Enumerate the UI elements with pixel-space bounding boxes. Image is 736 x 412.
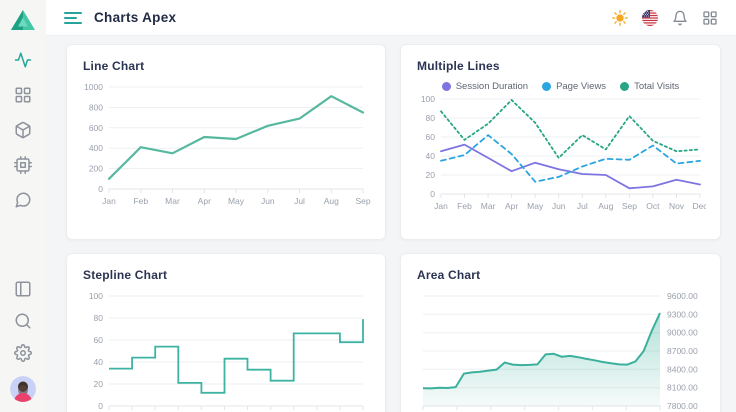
sidebar-footer	[10, 280, 36, 402]
svg-text:Jan: Jan	[102, 196, 116, 206]
multiple-lines-card: Multiple Lines Session Duration Page Vie…	[400, 44, 721, 240]
chart-legend: Session Duration Page Views Total Visits	[417, 81, 704, 92]
svg-text:Apr: Apr	[198, 196, 211, 206]
svg-text:Jun: Jun	[552, 201, 566, 211]
svg-text:Aug: Aug	[324, 196, 339, 206]
svg-text:400: 400	[89, 143, 103, 153]
svg-text:May: May	[228, 196, 245, 206]
svg-text:Apr: Apr	[505, 201, 518, 211]
legend-item-page-views[interactable]: Page Views	[542, 81, 606, 92]
legend-label: Session Duration	[455, 81, 529, 92]
legend-label: Total Visits	[634, 81, 680, 92]
stepline-chart-card: Stepline Chart 0 20 40 60 80 100	[66, 253, 386, 412]
svg-text:60: 60	[94, 335, 104, 345]
card-title-line-chart: Line Chart	[83, 59, 145, 73]
apps-grid-icon[interactable]	[702, 10, 718, 26]
svg-text:100: 100	[421, 94, 435, 104]
legend-dot-green	[620, 82, 630, 91]
area-chart-card: Area Chart 7800.00 8100.00 8400.00 8700.00 9…	[400, 253, 721, 412]
svg-text:Jun: Jun	[261, 196, 275, 206]
svg-text:Jan: Jan	[434, 201, 448, 211]
svg-text:100: 100	[89, 291, 103, 301]
svg-text:7800.00: 7800.00	[667, 401, 698, 411]
svg-text:Sep: Sep	[622, 201, 637, 211]
svg-text:Nov: Nov	[669, 201, 685, 211]
card-title-multiple-lines: Multiple Lines	[417, 59, 500, 73]
search-icon[interactable]	[14, 312, 32, 330]
svg-text:800: 800	[89, 102, 103, 112]
card-title-area-chart: Area Chart	[417, 268, 481, 282]
svg-text:200: 200	[89, 164, 103, 174]
activity-icon[interactable]	[14, 51, 32, 69]
charts-grid: Line Chart 0 200 400 600 800 1000 Jan Feb Mar Apr…	[46, 36, 736, 412]
chat-bubble-icon[interactable]	[14, 191, 32, 209]
topbar: Charts Apex	[46, 0, 736, 36]
multiple-lines-chart: 0 20 40 60 80 100 Jan Feb Mar Apr May Jun Jul Aug Sep O…	[417, 94, 708, 223]
svg-text:Dec: Dec	[692, 201, 706, 211]
svg-text:Jul: Jul	[294, 196, 305, 206]
svg-text:May: May	[527, 201, 544, 211]
user-avatar-image	[10, 376, 36, 402]
svg-text:80: 80	[426, 113, 436, 123]
svg-text:Mar: Mar	[165, 196, 180, 206]
svg-text:Feb: Feb	[133, 196, 148, 206]
gear-icon[interactable]	[14, 344, 32, 362]
app-logo[interactable]	[9, 7, 37, 33]
svg-text:Jul: Jul	[577, 201, 588, 211]
content-column: Charts Apex Line Chart 0 200 400 600 800 1000…	[46, 0, 736, 412]
legend-item-total-visits[interactable]: Total Visits	[620, 81, 679, 92]
sun-icon[interactable]	[612, 9, 628, 26]
svg-text:60: 60	[426, 132, 436, 142]
grid-icon[interactable]	[14, 86, 32, 104]
svg-text:80: 80	[94, 313, 104, 323]
svg-text:0: 0	[98, 401, 103, 411]
svg-text:8100.00: 8100.00	[667, 383, 698, 393]
menu-icon[interactable]	[64, 10, 82, 26]
svg-text:9300.00: 9300.00	[667, 309, 698, 319]
svg-text:8400.00: 8400.00	[667, 364, 698, 374]
user-avatar[interactable]	[10, 376, 36, 402]
svg-text:40: 40	[426, 151, 436, 161]
legend-dot-blue	[542, 82, 552, 91]
triangle-logo-icon	[11, 10, 35, 30]
stepline-chart: 0 20 40 60 80 100	[83, 290, 369, 412]
line-chart-card: Line Chart 0 200 400 600 800 1000 Jan Feb Mar Apr…	[66, 44, 386, 240]
svg-text:Sep: Sep	[355, 196, 370, 206]
svg-text:20: 20	[426, 170, 436, 180]
page-title: Charts Apex	[94, 10, 177, 25]
legend-item-session-duration[interactable]: Session Duration	[441, 81, 529, 92]
svg-text:Mar: Mar	[481, 201, 496, 211]
cpu-icon[interactable]	[14, 156, 32, 174]
svg-text:600: 600	[89, 123, 103, 133]
us-flag-icon[interactable]	[642, 9, 658, 26]
box-icon[interactable]	[14, 121, 32, 139]
svg-text:Oct: Oct	[646, 201, 660, 211]
card-title-stepline-chart: Stepline Chart	[83, 268, 168, 282]
line-chart: 0 200 400 600 800 1000 Jan Feb Mar Apr May Jun Jul Au…	[83, 81, 371, 218]
svg-text:Aug: Aug	[598, 201, 613, 211]
svg-text:0: 0	[430, 189, 435, 199]
layout-icon[interactable]	[14, 280, 32, 298]
sidebar-nav	[14, 51, 32, 209]
svg-text:9600.00: 9600.00	[667, 291, 698, 301]
svg-text:8700.00: 8700.00	[667, 346, 698, 356]
svg-text:40: 40	[94, 357, 104, 367]
svg-text:0: 0	[98, 184, 103, 194]
legend-label: Page Views	[556, 81, 607, 92]
legend-dot-purple	[441, 82, 451, 91]
topbar-actions	[612, 9, 718, 26]
bell-icon[interactable]	[672, 10, 688, 26]
svg-text:1000: 1000	[84, 82, 103, 92]
sidebar	[0, 0, 46, 412]
svg-text:Feb: Feb	[457, 201, 472, 211]
area-chart: 7800.00 8100.00 8400.00 8700.00 9000.00 9300.…	[417, 290, 704, 412]
svg-text:20: 20	[94, 379, 104, 389]
svg-text:9000.00: 9000.00	[667, 328, 698, 338]
